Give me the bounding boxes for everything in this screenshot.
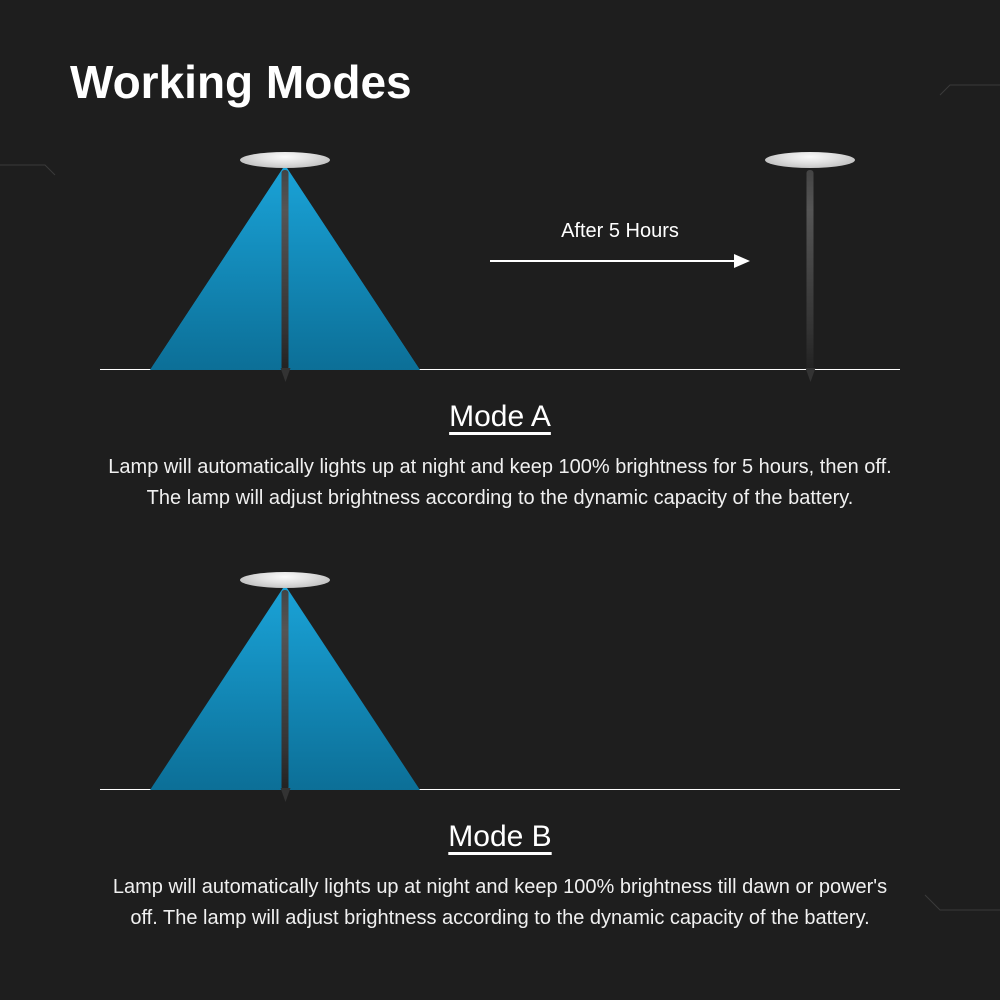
mode-a-illustration: After 5 Hours (90, 150, 910, 370)
lamp-head-icon (240, 152, 330, 168)
mode-a-section: After 5 Hours Mode A Lamp will automatic… (90, 150, 910, 514)
mode-b-description: Lamp will automatically lights up at nig… (90, 872, 910, 934)
arrow-label: After 5 Hours (490, 220, 750, 243)
transition-arrow: After 5 Hours (490, 220, 750, 276)
page-title: Working Modes (70, 55, 412, 109)
lamp-pole (807, 170, 814, 370)
lamp-off (750, 160, 870, 370)
lamp-head-icon (765, 152, 855, 168)
mode-a-heading: Mode A (90, 400, 910, 434)
lamp-pole (282, 590, 289, 790)
lamp-head-icon (240, 572, 330, 588)
mode-b-illustration (90, 570, 910, 790)
mode-b-heading: Mode B (90, 820, 910, 854)
mode-a-description: Lamp will automatically lights up at nig… (90, 452, 910, 514)
lamp-on (150, 580, 420, 790)
lamp-pole (282, 170, 289, 370)
lamp-on (150, 160, 420, 370)
mode-b-section: Mode B Lamp will automatically lights up… (90, 570, 910, 934)
